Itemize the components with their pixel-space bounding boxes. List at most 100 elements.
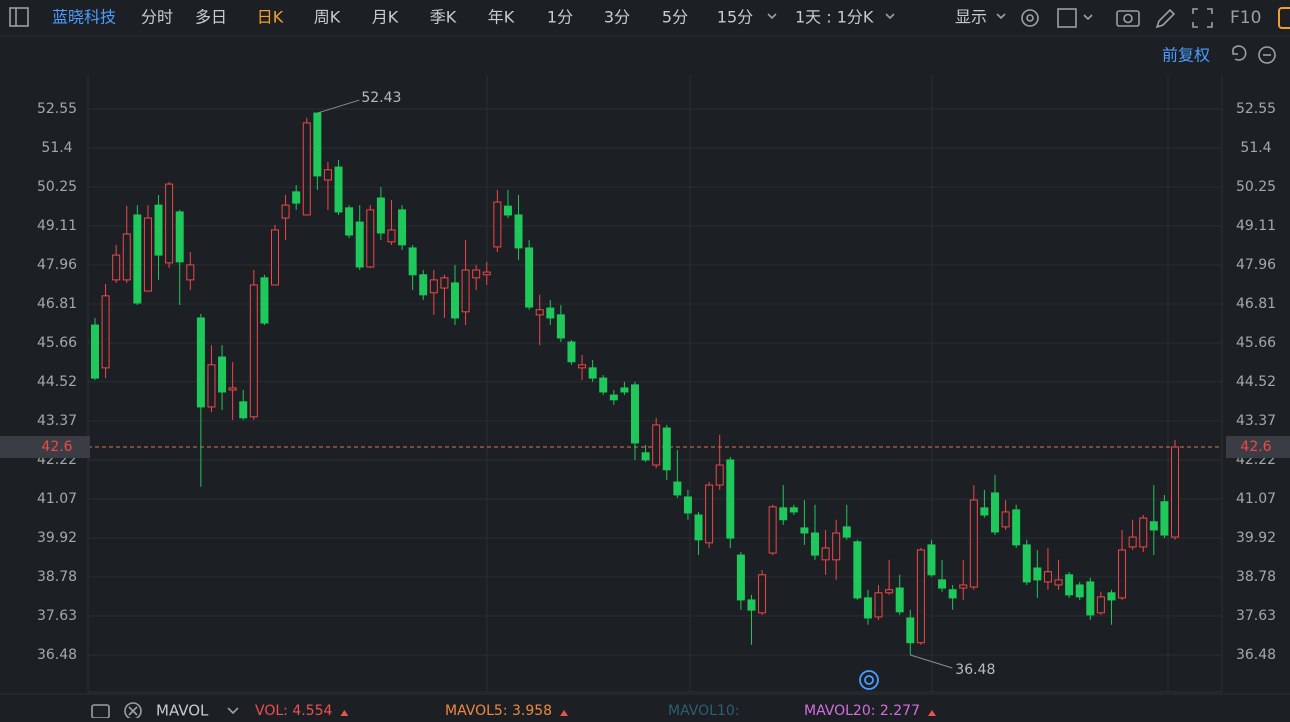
period-tab[interactable]: 15分: [717, 8, 753, 27]
indicator-value: MAVOL5: 3.958: [445, 703, 552, 718]
candle-body: [599, 377, 608, 393]
period-tab[interactable]: 周K: [314, 8, 341, 27]
candle-body: [1096, 596, 1105, 614]
candle-body: [1065, 574, 1074, 596]
grid: 52.55 52.55 51.4 51.4 50.25 50.25 49.11 49.11 47…: [0, 101, 1290, 663]
y-tick-label-right: 51.4: [1240, 140, 1271, 156]
candle-body: [715, 464, 724, 486]
y-tick-label: 52.55: [37, 101, 77, 117]
candle-body: [800, 527, 809, 534]
candle-body: [408, 247, 417, 276]
layout-icon[interactable]: [1057, 8, 1077, 28]
y-tick-label-right: 46.81: [1236, 296, 1276, 312]
candle-body: [376, 197, 385, 234]
reset-icon[interactable]: [1232, 45, 1247, 61]
candle-body: [260, 277, 269, 324]
event-marker-core: [864, 675, 874, 685]
display-menu[interactable]: 显示: [955, 8, 987, 27]
candle-body: [1054, 579, 1063, 586]
fullscreen-icon[interactable]: [1192, 8, 1213, 28]
candle-body: [345, 207, 354, 236]
indicator-chevron[interactable]: [227, 707, 239, 715]
y-tick-label: 45.66: [37, 335, 77, 351]
draw-icon[interactable]: [1155, 8, 1176, 29]
candle-body: [948, 589, 957, 599]
display-chevron[interactable]: [996, 13, 1006, 20]
y-tick-label: 37.63: [37, 608, 77, 624]
trend-arrow: [560, 710, 569, 716]
candle-body: [726, 459, 735, 539]
candle-body: [588, 367, 597, 379]
candle-body: [1012, 509, 1021, 546]
candle-body: [1107, 592, 1116, 601]
candle-body: [1001, 511, 1010, 528]
candle-body: [969, 499, 978, 588]
more-periods[interactable]: [767, 13, 777, 20]
stock-name[interactable]: 蓝晓科技: [52, 8, 116, 27]
candle-body: [196, 317, 205, 408]
candle-body: [186, 264, 195, 281]
candle-body: [387, 229, 396, 243]
candle-body: [895, 587, 904, 613]
period-tab[interactable]: 日K: [257, 8, 284, 27]
candle-body: [916, 549, 925, 644]
y-tick-label-right: 49.11: [1236, 218, 1276, 234]
period-tab[interactable]: 5分: [662, 8, 688, 27]
period-tab[interactable]: 年K: [488, 8, 515, 27]
candle-body: [281, 204, 290, 219]
y-tick-label-right: 36.48: [1236, 647, 1276, 663]
candle-body: [472, 269, 481, 279]
y-tick-label: 43.37: [37, 413, 77, 429]
candle-body: [609, 394, 618, 401]
period-tab[interactable]: 月K: [372, 8, 399, 27]
candle-body: [482, 271, 491, 276]
sidebar-toggle[interactable]: [9, 7, 29, 27]
candle-body: [493, 201, 502, 248]
indicator-name[interactable]: MAVOL: [156, 702, 209, 720]
candle-body: [991, 492, 999, 533]
y-tick-label: 36.48: [37, 647, 77, 663]
candle-body: [366, 209, 375, 268]
period-tab[interactable]: 1分: [547, 8, 573, 27]
candle-body: [906, 617, 915, 644]
candle-body: [525, 247, 534, 308]
candle-body: [451, 282, 459, 319]
candle-body: [747, 599, 756, 611]
candle-body: [1171, 446, 1179, 538]
candle-body: [821, 547, 830, 561]
period-tab[interactable]: 多日: [195, 8, 227, 27]
y-tick-label-right: 45.66: [1236, 335, 1276, 351]
candle-body: [1160, 501, 1169, 536]
candle-body: [207, 364, 216, 408]
layout-chevron[interactable]: [1083, 14, 1093, 21]
adjust-select[interactable]: 前复权: [1162, 46, 1210, 65]
settings-icon[interactable]: [1021, 9, 1039, 27]
candle-body: [440, 277, 449, 289]
interval-chevron[interactable]: [885, 13, 895, 20]
candle-body: [938, 579, 947, 589]
y-tick-label: 44.52: [37, 374, 77, 390]
candle-body: [1139, 517, 1148, 548]
period-tab[interactable]: 3分: [604, 8, 630, 27]
candle-body: [1043, 571, 1052, 583]
camera-icon[interactable]: [1116, 10, 1140, 27]
candle-body: [1118, 549, 1127, 599]
y-tick-label-right: 41.07: [1236, 491, 1276, 507]
candle-body: [91, 324, 99, 379]
orange-tab[interactable]: [1278, 7, 1290, 29]
event-marker[interactable]: [859, 670, 879, 690]
period-tab[interactable]: 季K: [430, 8, 457, 27]
y-tick-label-right: 43.37: [1236, 413, 1276, 429]
f10-button[interactable]: F10: [1230, 8, 1261, 28]
indicator-values: VOL: 4.554 MAVOL5: 3.958 MAVOL10: MAVOL20: …: [255, 703, 936, 719]
interval-select[interactable]: 1天 : 1分K: [795, 8, 874, 27]
min-label: 36.48: [955, 662, 995, 678]
period-tabs: 分时 多日 日K 周K 月K 季K 年K 1分 3分 5分 15分: [141, 8, 753, 27]
last-price-label-right: 42.6: [1240, 439, 1271, 455]
last-price-box: [0, 436, 90, 459]
period-tab[interactable]: 分时: [141, 8, 173, 27]
candle-body: [302, 122, 311, 216]
camera-lens: [1123, 13, 1133, 24]
zoom-out-icon[interactable]: [1258, 46, 1276, 64]
